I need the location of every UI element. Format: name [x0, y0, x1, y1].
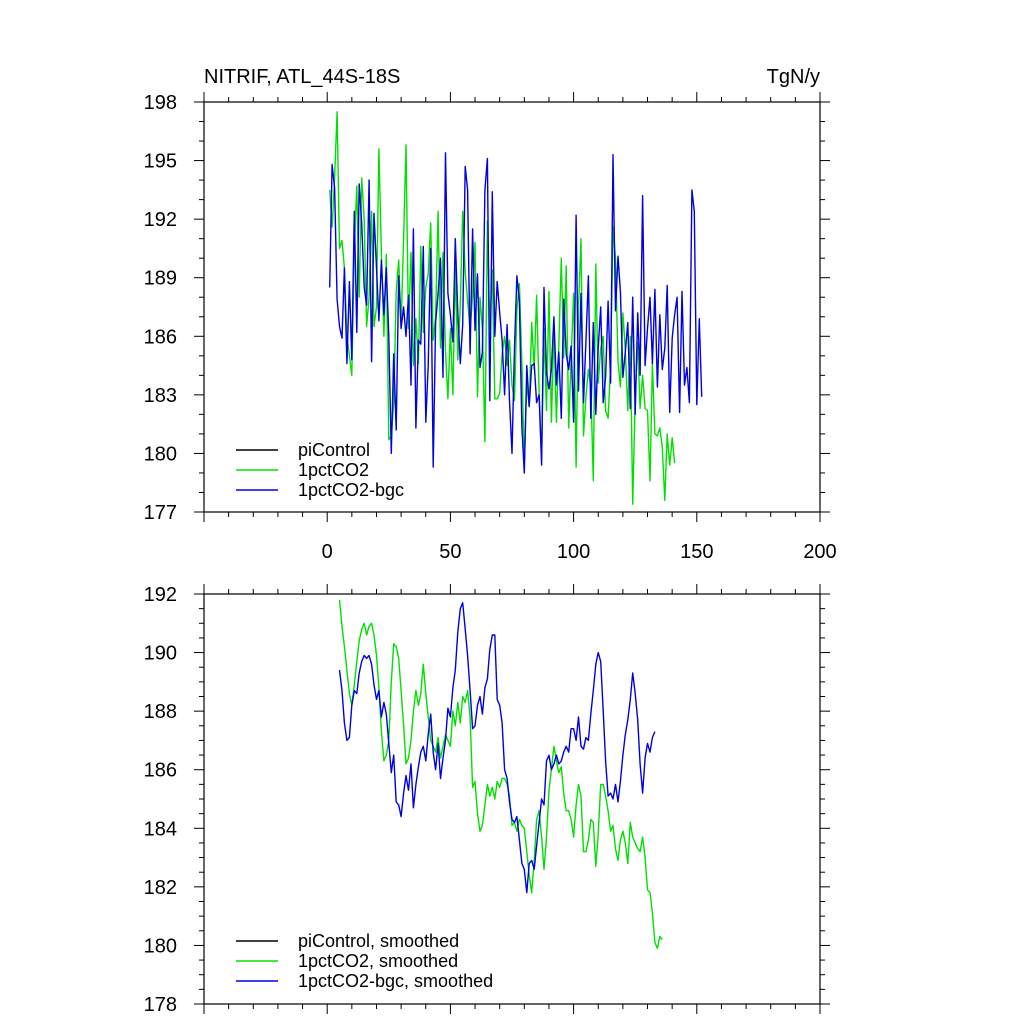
y-tick-label: 195 — [144, 151, 177, 173]
units-label: TgN/y — [767, 66, 820, 88]
legend-label: piControl, smoothed — [298, 931, 459, 951]
y-tick-label: 183 — [144, 385, 177, 407]
y-tick-label: 184 — [144, 818, 177, 840]
y-tick-label: 182 — [144, 877, 177, 899]
x-tick-label: 50 — [439, 541, 461, 563]
legend-label: 1pctCO2-bgc, smoothed — [298, 971, 493, 991]
x-tick-label: 100 — [557, 541, 590, 563]
y-tick-label: 180 — [144, 935, 177, 957]
y-tick-label: 180 — [144, 443, 177, 465]
series-line-1pctco2-bgc-smoothed — [338, 602, 656, 894]
y-tick-label: 178 — [144, 994, 177, 1016]
top-x-tick-labels: 0 50 100 150 200 — [322, 541, 837, 563]
x-tick-label: 200 — [803, 541, 836, 563]
x-tick-label: 0 — [322, 541, 333, 563]
y-tick-label: 190 — [144, 643, 177, 665]
top-axis-ticks — [194, 92, 830, 522]
y-tick-label: 198 — [144, 92, 177, 114]
bottom-series-lines — [338, 599, 663, 950]
series-line-1pctco2 — [329, 111, 676, 505]
series-line-1pctco2-bgc — [329, 152, 703, 474]
top-y-tick-labels: 177 180 183 186 189 192 195 198 — [144, 92, 177, 524]
legend-label: piControl — [298, 440, 370, 460]
y-tick-label: 189 — [144, 268, 177, 290]
top-series-lines — [329, 111, 703, 505]
bottom-axis-ticks — [194, 584, 830, 1014]
legend-label: 1pctCO2 — [298, 460, 369, 480]
bottom-plot-frame — [203, 593, 821, 1005]
y-tick-label: 177 — [144, 502, 177, 524]
y-tick-label: 192 — [144, 209, 177, 231]
y-tick-label: 186 — [144, 760, 177, 782]
top-plot-frame — [203, 101, 821, 513]
x-tick-label: 150 — [680, 541, 713, 563]
y-tick-label: 186 — [144, 326, 177, 348]
bottom-panel: 178 180 182 184 186 188 190 192 piControl, smoo… — [144, 584, 830, 1016]
y-tick-label: 192 — [144, 584, 177, 606]
series-line-1pctco2-smoothed — [338, 599, 663, 950]
top-panel: NITRIF, ATL_44S-18S TgN/y 177 180 183 186 18… — [144, 66, 837, 563]
y-tick-label: 188 — [144, 701, 177, 723]
legend-label: 1pctCO2-bgc — [298, 480, 404, 500]
chart-title: NITRIF, ATL_44S-18S — [204, 66, 400, 88]
legend-label: 1pctCO2, smoothed — [298, 951, 458, 971]
bottom-y-tick-labels: 178 180 182 184 186 188 190 192 — [144, 584, 177, 1016]
